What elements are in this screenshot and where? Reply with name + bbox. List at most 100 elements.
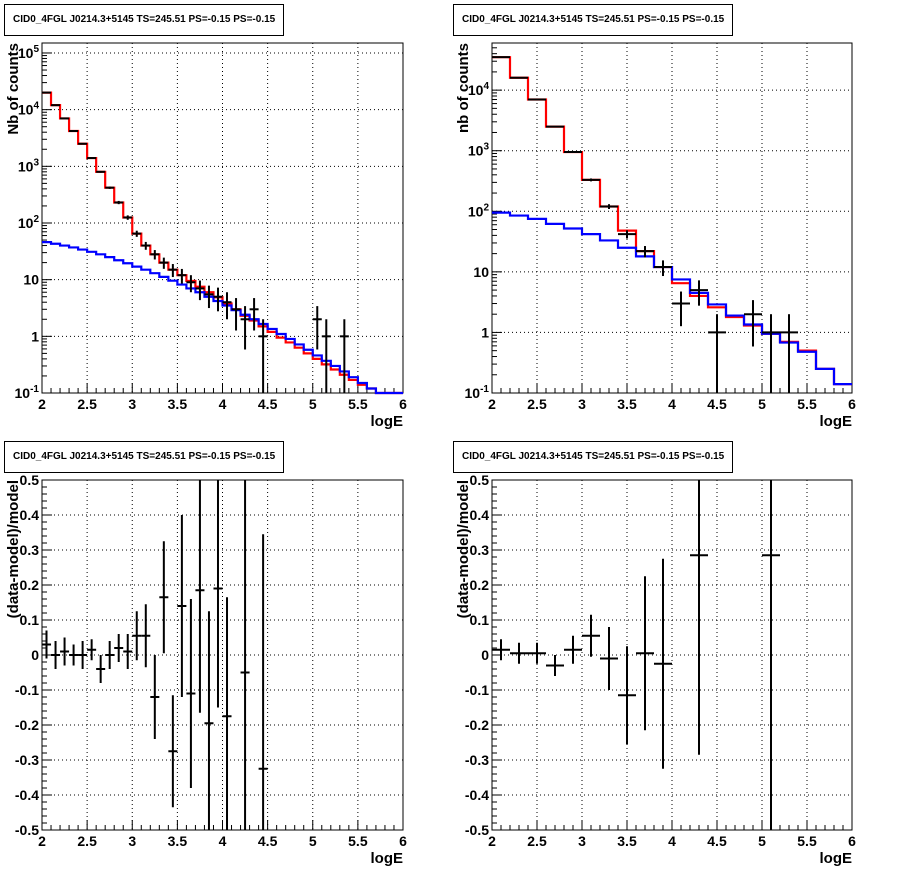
data-point [132,611,142,661]
y-axis-label: (data-model)/model [455,480,472,618]
y-tick-label: -0.1 [15,682,39,698]
data-point [105,641,115,669]
data-point [150,655,160,739]
x-axis-label: logE [820,413,853,430]
y-tick-label: 102 [18,214,40,231]
x-tick-label: 6 [399,396,407,412]
x-tick-label: 6 [848,396,856,412]
x-tick-label: 3.5 [168,396,188,412]
data-point [312,306,322,350]
data-point [231,298,241,331]
y-tick-label: -0.4 [465,787,489,803]
y-tick-label: 0 [31,647,39,663]
x-tick-label: 5.5 [348,396,368,412]
data-point [87,639,97,661]
data-point [177,515,187,697]
data-point [339,319,349,393]
y-tick-label: 10-1 [465,384,490,401]
data-point [654,558,672,769]
y-tick-label: 10 [473,264,489,280]
y-tick-label: 10 [23,272,39,288]
data-point [528,98,546,101]
x-tick-label: 6 [848,833,856,849]
y-tick-label: -0.3 [465,752,489,768]
data-point [168,695,178,808]
x-tick-label: 5.5 [797,396,817,412]
data-point [132,230,142,237]
data-point [150,250,160,260]
data-point [618,230,636,239]
y-tick-label: -0.2 [15,717,39,733]
data-point [60,637,70,666]
chart-title: CID0_4FGL J0214.3+5145 TS=245.51 PS=-0.1… [4,441,285,473]
x-tick-label: 4 [668,833,676,849]
x-tick-label: 4.5 [707,833,727,849]
x-tick-label: 2.5 [77,396,97,412]
data-point [96,170,106,173]
y-tick-label: 0.5 [20,472,40,488]
y-tick-label: -0.5 [465,822,489,838]
x-tick-label: 5 [309,396,317,412]
data-point [654,260,672,277]
x-tick-label: 3 [128,833,136,849]
data-point [60,117,70,120]
data-point [204,611,214,830]
y-tick-label: 0.2 [20,577,40,593]
data-point [708,314,726,393]
data-point [546,655,564,676]
y-tick-label: 0.1 [470,612,490,628]
data-point [222,292,232,320]
y-tick-label: -0.1 [465,682,489,698]
y-tick-label: 0.3 [470,542,490,558]
data-point [492,639,510,661]
data-point [258,319,268,393]
y-axis-label: nb of counts [455,43,472,133]
chart-title: CID0_4FGL J0214.3+5145 TS=245.51 PS=-0.1… [4,4,285,36]
data-point [582,178,600,182]
data-point [762,314,780,393]
y-tick-label: 0.2 [470,577,490,593]
y-tick-label: 0.4 [470,507,490,523]
x-tick-label: 5 [758,833,766,849]
x-tick-label: 5 [309,833,317,849]
data-point [240,306,250,350]
y-tick-label: 103 [468,142,490,159]
data-point [186,275,196,293]
x-tick-label: 4.5 [258,833,278,849]
data-point [546,125,564,128]
data-point [618,646,636,745]
x-tick-label: 5 [758,396,766,412]
data-point [123,215,133,220]
chart-title: CID0_4FGL J0214.3+5145 TS=245.51 PS=-0.1… [453,441,734,473]
data-point [114,200,124,205]
data-point [69,129,79,132]
x-tick-label: 4 [668,396,676,412]
x-tick-label: 3 [578,833,586,849]
data-point [159,257,169,269]
data-point [78,641,88,669]
data-point [510,642,528,664]
data-point [672,291,690,327]
data-point [744,300,762,347]
series-blue-step-line [42,241,403,395]
x-tick-label: 2.5 [527,396,547,412]
data-point [123,634,133,669]
y-tick-label: 102 [468,202,490,219]
data-point [636,576,654,731]
x-tick-label: 2.5 [77,833,97,849]
data-point [195,280,205,301]
chart-panel-counts_right: 2 2.5 3 3.5 4 4.5 5 5.5 610-1110102103104logEnb … [455,42,856,430]
x-tick-label: 4.5 [707,396,727,412]
data-point [141,241,151,250]
data-point [564,151,582,154]
y-tick-label: 0.3 [20,542,40,558]
y-tick-label: 0.5 [470,472,490,488]
data-point [213,287,223,312]
data-point [114,634,124,662]
x-tick-label: 3 [578,396,586,412]
data-point [96,655,106,683]
y-tick-label: 1 [481,324,489,340]
data-point [582,614,600,657]
data-point [762,480,780,830]
x-tick-label: 2 [488,833,496,849]
